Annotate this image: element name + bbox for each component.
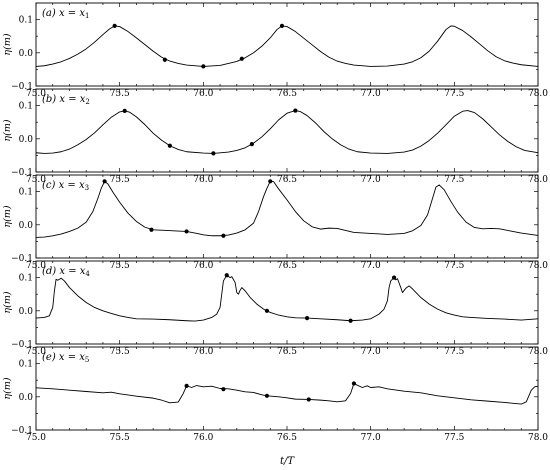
x-tick-label: 76.0	[193, 261, 213, 271]
panel-d-marker	[224, 273, 229, 278]
x-tick-label: 75.5	[110, 89, 130, 99]
panel-c-y-axis-label: η(m)	[2, 205, 13, 227]
panel-c-marker	[268, 179, 273, 184]
panel-e: 75.0 75.5 76.0 76.5 77.0 77.5 78.0 −0.1 0.0 0.1 η(…	[2, 346, 548, 443]
panel-b-marker	[167, 143, 172, 148]
y-tick-label: −0.1	[11, 82, 33, 92]
panel-d-marker	[391, 275, 397, 280]
x-tick-label: 75.5	[110, 261, 130, 271]
x-tick-label: 76.5	[277, 433, 297, 443]
panel-d-title: (d) x = x4	[42, 266, 90, 278]
y-tick-label: −0.1	[11, 426, 33, 436]
panel-d-marker	[264, 308, 270, 313]
x-tick-label: 77.0	[361, 261, 381, 271]
panel-a-title: (a) x = x1	[42, 8, 89, 20]
panel-a: 75.0 75.5 76.0 76.5 77.0 77.5 78.0−0.10.00.1η(…	[2, 2, 548, 99]
panel-a-surface-elevation-line	[35, 25, 539, 67]
x-tick-label: 76.0	[193, 175, 213, 185]
panel-d-marker	[348, 318, 353, 323]
x-tick-label: 77.5	[444, 347, 464, 357]
x-tick-label: 76.5	[277, 175, 297, 185]
y-tick-label: 0.1	[19, 360, 33, 370]
y-tick-label: 0.1	[19, 102, 33, 112]
x-tick-label: 77.0	[361, 175, 381, 185]
panel-e-marker	[221, 387, 226, 392]
panel-e-surface-elevation-line	[35, 383, 539, 405]
panel-b-frame	[35, 88, 539, 173]
x-tick-label: 77.5	[444, 175, 464, 185]
x-tick-label: 77.0	[361, 347, 381, 357]
x-axis-label: t/T	[280, 456, 295, 467]
panel-b-marker	[249, 142, 254, 147]
y-tick-label: 0.0	[19, 135, 34, 145]
panel-e-marker	[264, 393, 270, 398]
x-tick-label: 77.5	[444, 261, 464, 271]
panel-c-surface-elevation-line	[35, 180, 539, 238]
y-tick-label: 0.0	[19, 393, 34, 403]
y-tick-label: −0.1	[11, 168, 33, 178]
x-tick-label: 75.5	[110, 433, 130, 443]
panel-b-marker	[122, 108, 127, 114]
x-tick-label: 77.5	[444, 89, 464, 99]
panel-d: 75.0 75.5 76.0 76.5 77.0 77.5 78.0−0.10.00.1η(…	[2, 260, 548, 357]
panel-c-marker	[102, 179, 107, 184]
panel-b-marker	[211, 151, 216, 156]
panel-b: 75.0 75.5 76.0 76.5 77.0 77.5 78.0−0.10.00.1η(…	[2, 88, 548, 185]
panel-e-frame	[35, 346, 539, 431]
x-tick-label: 76.5	[277, 347, 297, 357]
panel-e-marker	[184, 383, 189, 388]
x-tick-label: 77.5	[444, 433, 464, 443]
panel-a-marker	[112, 23, 117, 29]
x-tick-label: 77.0	[361, 89, 381, 99]
panel-d-marker	[304, 316, 310, 321]
y-tick-label: 0.0	[19, 307, 34, 317]
panel-a-y-axis-label: η(m)	[2, 33, 13, 55]
panel-c-marker	[149, 227, 154, 232]
panel-e-marker	[351, 381, 357, 386]
panel-b-y-axis-label: η(m)	[2, 119, 13, 141]
y-tick-label: 0.0	[19, 221, 34, 231]
panel-d-y-axis-label: η(m)	[2, 291, 13, 313]
y-tick-label: 0.0	[19, 49, 34, 59]
x-tick-label: 76.5	[277, 261, 297, 271]
y-tick-label: −0.1	[11, 254, 33, 264]
x-tick-label: 75.5	[110, 347, 130, 357]
panel-a-marker	[239, 56, 244, 61]
panel-a-frame	[35, 2, 539, 87]
panel-c-title: (c) x = x3	[42, 180, 89, 192]
x-tick-label: 77.0	[361, 433, 381, 443]
panel-d-frame	[35, 260, 539, 345]
panel-b-surface-elevation-line	[35, 110, 539, 154]
x-tick-label: 76.5	[277, 89, 297, 99]
panels-group: 75.0 75.5 76.0 76.5 77.0 77.5 78.0 −0.1 0.0 0.1 η(…	[2, 2, 548, 443]
y-tick-label: 0.1	[19, 188, 33, 198]
x-tick-label: 75.0	[26, 433, 46, 443]
panel-d-surface-elevation-line	[35, 274, 539, 322]
panel-b-marker	[293, 108, 298, 113]
panel-e-title: (e) x = x5	[42, 352, 89, 364]
panel-c-marker	[221, 233, 226, 238]
x-tick-label: 76.0	[193, 347, 213, 357]
panel-b-title: (b) x = x2	[42, 94, 90, 106]
panel-e-y-axis-label: η(m)	[2, 377, 13, 399]
y-tick-label: 0.1	[19, 274, 33, 284]
panel-c-frame	[35, 174, 539, 259]
panel-c: 75.0 75.5 76.0 76.5 77.0 77.5 78.0−0.10.00.1η(…	[2, 174, 548, 271]
y-tick-label: −0.1	[11, 340, 33, 350]
panel-c-marker	[184, 229, 189, 234]
x-tick-label: 78.0	[528, 433, 548, 443]
x-tick-label: 76.0	[193, 89, 213, 99]
y-tick-label: 0.1	[19, 16, 33, 26]
x-tick-label: 76.0	[193, 433, 213, 443]
panel-a-marker	[162, 57, 167, 62]
panel-e-marker	[306, 397, 311, 402]
panel-a-marker	[279, 23, 285, 29]
panel-a-marker	[201, 64, 206, 69]
x-tick-label: 75.5	[110, 175, 130, 185]
